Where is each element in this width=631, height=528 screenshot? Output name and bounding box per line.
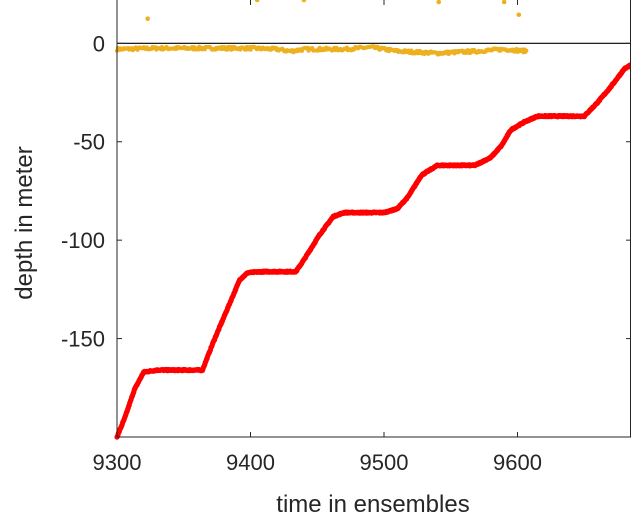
y-axis-label: depth in meter <box>11 146 38 299</box>
x-tick-label: 9300 <box>93 450 142 475</box>
y-tick-label: 0 <box>93 31 105 56</box>
yellow-outlier-point <box>301 0 307 3</box>
y-tick-label: -50 <box>73 130 105 155</box>
yellow-outlier-point <box>436 0 442 5</box>
plot-area <box>114 0 631 440</box>
x-tick-label: 9600 <box>493 450 542 475</box>
yellow-outlier-point <box>516 12 522 18</box>
yellow-point <box>524 48 529 53</box>
yellow-outlier-point <box>501 0 507 5</box>
x-tick-label: 9500 <box>360 450 409 475</box>
x-axis-label: time in ensembles <box>276 491 469 518</box>
yellow-outlier-point <box>254 0 260 3</box>
y-tick-label: -100 <box>61 228 105 253</box>
y-tick-label: -150 <box>61 327 105 352</box>
yellow-outlier-point <box>145 16 151 22</box>
x-tick-label: 9400 <box>226 450 275 475</box>
